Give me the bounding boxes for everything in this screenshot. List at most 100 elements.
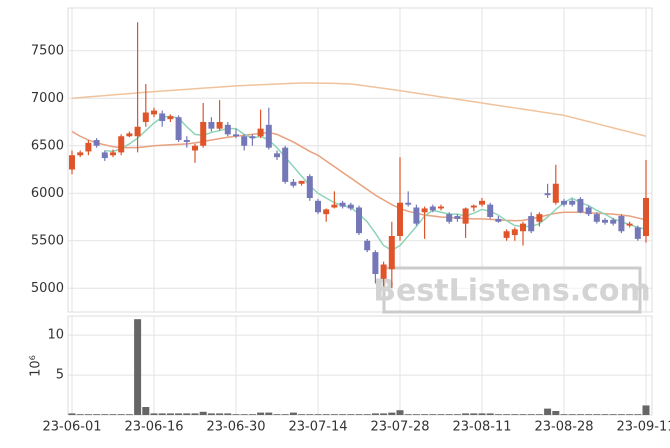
candle-body bbox=[274, 153, 280, 158]
volume-bar bbox=[412, 414, 420, 415]
volume-bar bbox=[634, 414, 642, 415]
candle-body bbox=[528, 216, 535, 232]
candle-body bbox=[110, 152, 116, 156]
volume-bar bbox=[117, 414, 125, 415]
volume-bar bbox=[585, 414, 593, 415]
volume-bar bbox=[560, 414, 568, 415]
volume-bar bbox=[298, 414, 306, 415]
candle-body bbox=[233, 134, 239, 137]
x-tick-label: 23-06-16 bbox=[124, 420, 183, 435]
volume-bar bbox=[265, 412, 273, 415]
candle-body bbox=[126, 133, 133, 137]
volume-bar bbox=[150, 413, 158, 415]
x-tick-label: 23-07-28 bbox=[370, 420, 429, 435]
volume-bar bbox=[125, 414, 133, 415]
x-tick-label: 23-06-30 bbox=[206, 420, 265, 435]
volume-bar bbox=[175, 413, 183, 415]
volume-bar bbox=[314, 414, 322, 415]
candle-body bbox=[224, 124, 231, 135]
volume-bar bbox=[363, 414, 371, 415]
moving-average-line bbox=[104, 115, 647, 252]
candle-body bbox=[118, 136, 125, 153]
candle-body bbox=[93, 140, 100, 146]
volume-bar bbox=[511, 414, 519, 415]
candle-body bbox=[536, 214, 543, 222]
volume-bar bbox=[216, 413, 224, 415]
volume-bar bbox=[552, 411, 560, 415]
candle-body bbox=[192, 145, 198, 151]
volume-bar bbox=[134, 319, 142, 415]
volume-bar bbox=[437, 414, 445, 415]
candle-body bbox=[282, 147, 289, 182]
volume-bar bbox=[486, 413, 494, 415]
candle-body bbox=[356, 207, 362, 234]
volume-bar bbox=[642, 405, 650, 415]
candle-body bbox=[200, 122, 207, 146]
volume-bar bbox=[101, 414, 109, 415]
y-tick-label: 5500 bbox=[31, 233, 64, 248]
candle-body bbox=[470, 205, 477, 208]
volume-bar bbox=[617, 414, 625, 415]
volume-bar bbox=[626, 414, 634, 415]
candle-body bbox=[438, 206, 444, 209]
volume-bar bbox=[494, 414, 502, 415]
candle-body bbox=[69, 155, 75, 170]
volume-bar bbox=[240, 414, 248, 415]
candle-body bbox=[462, 208, 469, 224]
volume-bar bbox=[199, 411, 207, 415]
candle-body bbox=[380, 264, 387, 279]
volume-bar bbox=[339, 414, 347, 415]
candle-body bbox=[216, 122, 223, 129]
candle-body bbox=[183, 140, 190, 142]
volume-bar bbox=[535, 414, 543, 415]
volume-bar bbox=[609, 414, 617, 415]
volume-bar bbox=[478, 413, 486, 415]
candle-body bbox=[208, 122, 215, 129]
volume-bar bbox=[429, 414, 437, 415]
candle-body bbox=[446, 214, 453, 222]
candle-body bbox=[159, 113, 166, 122]
watermark: BestListens.com bbox=[373, 274, 651, 309]
x-tick-label: 23-09-11 bbox=[616, 420, 670, 435]
volume-bar bbox=[421, 414, 429, 415]
candle-body bbox=[602, 219, 608, 223]
candle-body bbox=[298, 180, 305, 184]
volume-bar bbox=[84, 414, 92, 415]
y-tick-label: 6000 bbox=[31, 186, 64, 201]
candle-body bbox=[593, 214, 600, 222]
volume-bar bbox=[388, 412, 396, 415]
candle-body bbox=[544, 193, 551, 196]
candle-body bbox=[520, 223, 526, 232]
volume-bar bbox=[207, 413, 215, 415]
candle-body bbox=[397, 202, 403, 236]
volume-bar bbox=[224, 413, 232, 415]
y-tick-label: 7000 bbox=[31, 91, 64, 106]
volume-bar bbox=[248, 414, 256, 415]
candle-body bbox=[454, 216, 461, 219]
volume-bar bbox=[330, 414, 338, 415]
volume-bar bbox=[93, 414, 101, 415]
candle-body bbox=[421, 208, 428, 213]
volume-bar bbox=[371, 413, 379, 415]
candle-body bbox=[405, 202, 412, 205]
volume-bar bbox=[503, 414, 511, 415]
candle-body bbox=[77, 152, 84, 156]
volume-bar bbox=[544, 408, 552, 415]
volume-bar bbox=[601, 414, 609, 415]
candle-body bbox=[151, 110, 157, 115]
candle-body bbox=[134, 126, 141, 137]
candle-body bbox=[323, 209, 330, 215]
price-frame bbox=[67, 7, 653, 313]
candle-body bbox=[306, 176, 313, 198]
candle-body bbox=[101, 152, 108, 159]
y-tick-label: 10 bbox=[47, 328, 64, 343]
volume-bar bbox=[109, 414, 117, 415]
candle-body bbox=[413, 207, 420, 224]
x-tick-label: 23-08-28 bbox=[534, 420, 593, 435]
candle-body bbox=[626, 223, 633, 226]
volume-bar bbox=[158, 413, 166, 415]
volume-bar bbox=[76, 414, 84, 415]
candle-body bbox=[167, 116, 174, 120]
candle-body bbox=[561, 200, 567, 205]
